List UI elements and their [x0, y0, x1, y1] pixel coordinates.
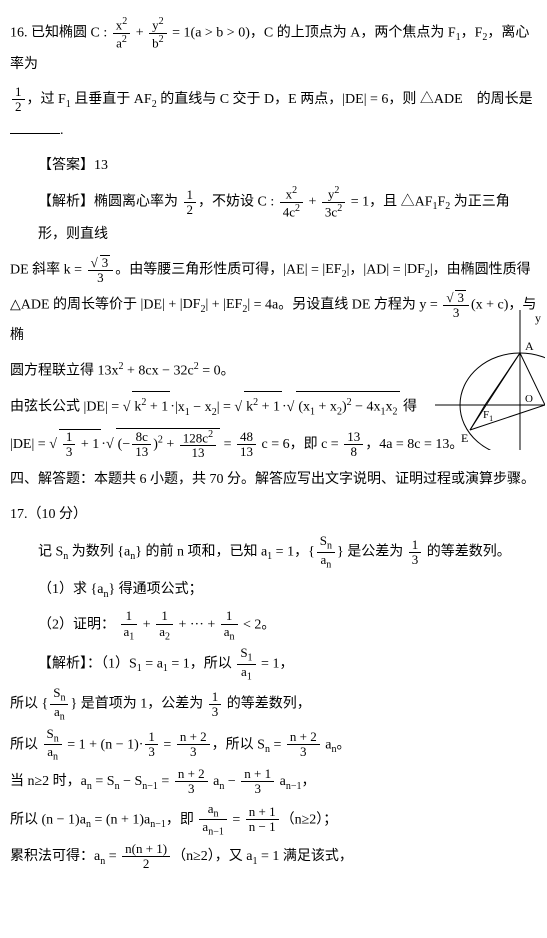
- ellipse-diagram: y A O E F1: [435, 310, 545, 450]
- frac-half: 12: [184, 188, 197, 218]
- diagram-f1-label: F1: [483, 409, 493, 423]
- q16-number: 16.: [10, 25, 28, 40]
- frac-x2a2: x2 a2: [113, 16, 131, 50]
- frac-y2b2: y2 b2: [149, 16, 167, 50]
- diagram-o-label: O: [525, 393, 533, 405]
- frac-y23c2: y23c2: [322, 185, 345, 219]
- diagram-e-label: E: [461, 431, 468, 445]
- frac-sn-an: Snan: [317, 534, 335, 570]
- answer-blank: [10, 119, 60, 134]
- q16-answer: 【答案】13: [10, 151, 537, 182]
- q16-sol2: DE 斜率 k = 33。由等腰三角形性质可得，AE = EF2，AD = DF…: [10, 255, 537, 286]
- q17-q2: （2）证明： 1a1 + 1a2 + ··· + 1an < 2。: [10, 609, 537, 642]
- q17-p2: 所以 {Snan} 是首项为 1，公差为 13 的等差数列，: [10, 686, 537, 722]
- diagram-y-label: y: [535, 311, 541, 325]
- q17-p5: 所以 (n − 1)an = (n + 1)an−1，即 anan−1 = n …: [10, 802, 537, 838]
- diagram-a-label: A: [525, 339, 534, 353]
- q17-q1: （1）求 {an} 得通项公式；: [10, 575, 537, 606]
- q17-p1: 记 Sn 为数列 {an} 的前 n 项和，已知 a1 = 1，{Snan} 是…: [10, 534, 537, 570]
- q16-sol1: 【解析】椭圆离心率为 12，不妨设 C : x24c2 + y23c2 = 1，…: [10, 185, 537, 250]
- q16-line1: 16. 已知椭圆 C : x2 a2 + y2 b2 = 1(a > b > 0…: [10, 16, 537, 81]
- frac-e: 1 2: [12, 85, 25, 115]
- abs-de: DE: [342, 92, 366, 107]
- q16-prefix: 已知椭圆 C :: [31, 25, 107, 40]
- q17-number: 17.（10 分）: [10, 500, 537, 531]
- q17-p4: 当 n≥2 时，an = Sn − Sn−1 = n + 23 an − n +…: [10, 767, 537, 798]
- q17-p3: 所以 Snan = 1 + (n − 1)·13 = n + 23，所以 Sn …: [10, 727, 537, 763]
- frac-k: 33: [88, 255, 114, 286]
- q17-sol1: 【解析】：（1）S1 = a1 = 1，所以 S1a1 = 1，: [10, 646, 537, 682]
- q17-p6: 累积法可得：an = n(n + 1)2（n≥2），又 a1 = 1 满足该式，: [10, 842, 537, 873]
- section-4-heading: 四、解答题：本题共 6 小题，共 70 分。解答应写出文字说明、证明过程或演算步…: [10, 465, 537, 496]
- frac-x24c2: x24c2: [280, 185, 303, 219]
- q16-line2: 1 2 ，过 F1 且垂直于 AF2 的直线与 C 交于 D，E 两点，DE =…: [10, 85, 537, 147]
